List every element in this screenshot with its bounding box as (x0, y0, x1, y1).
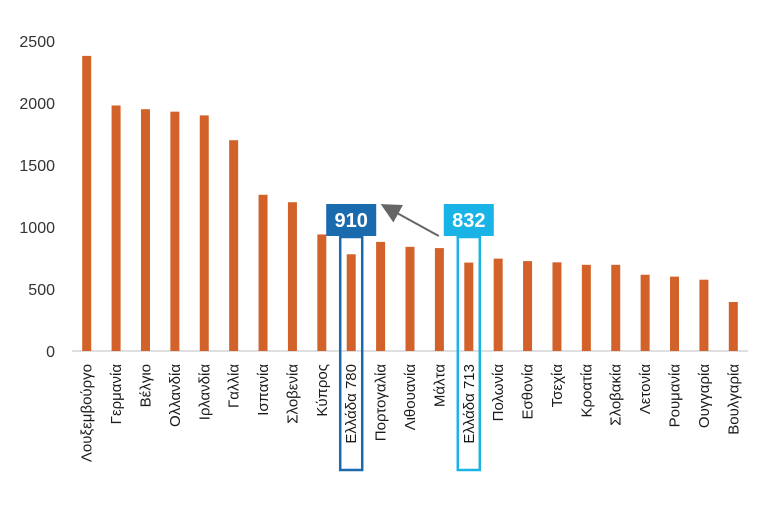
category-label: Ιρλανδία (196, 364, 213, 421)
category-label: Πορτογαλία (373, 364, 390, 442)
category-label: Ελλάδα 780 (343, 364, 360, 444)
callout-value: 910 (335, 210, 368, 232)
callout-badge (443, 204, 494, 236)
bar (581, 264, 591, 351)
y-tick-label: 1000 (19, 220, 55, 237)
bar (199, 115, 209, 352)
y-tick-label: 0 (46, 344, 55, 361)
highlight-box (456, 235, 482, 472)
bar (317, 234, 327, 351)
y-tick-label: 2500 (19, 34, 55, 51)
bar (464, 262, 474, 351)
bar (434, 248, 444, 351)
category-label: Ουγγαρία (696, 364, 713, 428)
category-label: Κύπρος (314, 364, 331, 417)
category-label: Ελλάδα 713 (461, 364, 478, 444)
y-tick-label: 1500 (19, 158, 55, 175)
category-label: Σλοβακία (608, 364, 625, 426)
category-label: Πολωνία (490, 364, 507, 422)
bar (170, 111, 180, 352)
category-label: Μάλτα (431, 364, 448, 407)
category-label: Σλοβενία (284, 364, 301, 424)
bar (670, 276, 680, 351)
bar (728, 302, 738, 351)
y-axis: 0 500 1000 1500 2000 2500 (19, 34, 55, 361)
comparison-arrow (380, 204, 440, 237)
y-tick-label: 2000 (19, 96, 55, 113)
category-label: Βέλγιο (137, 364, 154, 407)
category-label: Γαλλία (226, 364, 243, 408)
callout-badge (326, 204, 377, 236)
bar (140, 109, 150, 351)
category-label: Ισπανία (255, 364, 272, 416)
bar (287, 202, 297, 351)
category-label: Λουξεμβούργο (79, 364, 96, 462)
category-labels: Λουξεμβούργο Γερμανία Βέλγιο Ολλανδία Ιρλανδ… (79, 364, 743, 462)
category-label: Γερμανία (108, 364, 125, 425)
bar (376, 241, 386, 351)
highlight-box (338, 235, 364, 472)
category-label: Βουλγαρία (725, 364, 742, 435)
bar (229, 140, 239, 351)
category-label: Κροατία (578, 364, 595, 418)
bar (493, 258, 503, 351)
category-label: Λιθουανία (402, 364, 419, 431)
bar (258, 194, 268, 351)
category-label: Ρουμανία (667, 364, 684, 428)
bar (346, 254, 356, 351)
category-label: Ολλανδία (167, 364, 184, 427)
bar (611, 264, 621, 351)
bar (552, 262, 562, 351)
bar (523, 261, 533, 351)
bar (699, 279, 709, 351)
bar (111, 105, 121, 351)
bar (405, 246, 415, 351)
bar (640, 274, 650, 351)
category-label: Λετονία (637, 364, 654, 415)
category-label: Τσεχία (549, 364, 566, 408)
callouts: 910 832 (326, 204, 494, 472)
bar (82, 55, 92, 351)
callout-value: 832 (452, 210, 485, 232)
bars (82, 55, 738, 352)
y-tick-label: 500 (28, 282, 55, 299)
category-label: Εσθονία (520, 364, 537, 420)
